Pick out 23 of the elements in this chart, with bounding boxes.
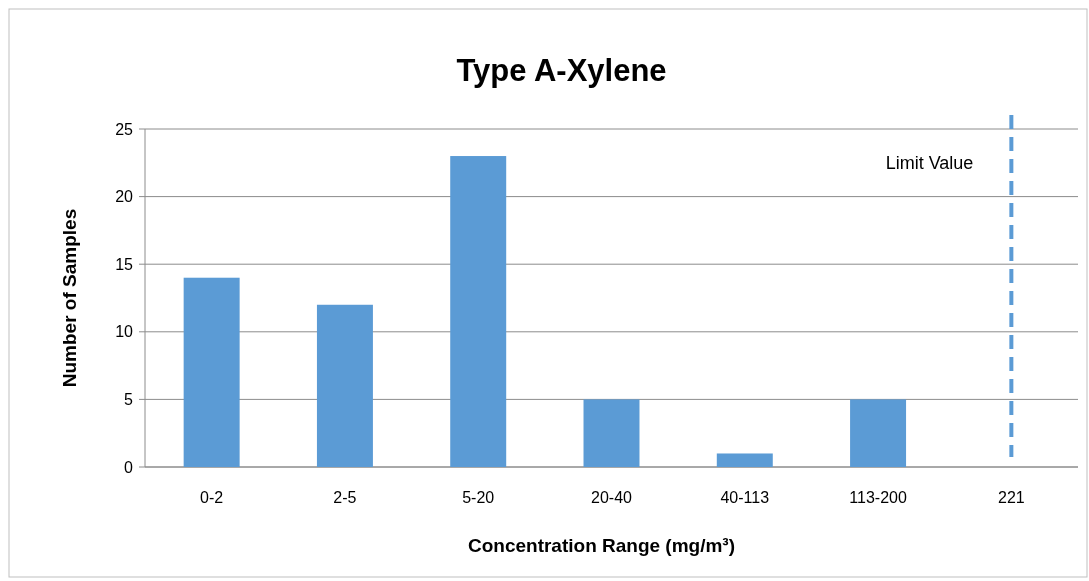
y-tick-label: 0 <box>124 458 134 476</box>
x-tick-label: 221 <box>998 489 1025 506</box>
x-tick-label: 2-5 <box>333 489 357 506</box>
bar <box>316 304 373 467</box>
chart-title: Type A-Xylene <box>456 53 667 88</box>
x-tick-label: 20-40 <box>591 489 633 506</box>
x-tick-label: 5-20 <box>462 489 495 506</box>
bar <box>716 453 773 467</box>
x-tick-label: 113-200 <box>849 489 907 506</box>
y-tick-label: 10 <box>115 323 134 341</box>
y-axis-title: Number of Samples <box>59 208 80 388</box>
y-tick-label: 5 <box>124 391 134 408</box>
x-axis-title: Concentration Range (mg/m³) <box>467 535 736 556</box>
bar <box>183 277 240 467</box>
y-tick-label: 15 <box>115 255 134 273</box>
x-tick-label: 40-113 <box>720 489 770 506</box>
bar <box>583 399 640 467</box>
y-tick-label: 25 <box>115 120 134 138</box>
y-tick-label: 20 <box>115 188 134 206</box>
bar <box>450 156 507 467</box>
ref-line-label: Limit Value <box>885 153 974 173</box>
x-tick-label: 0-2 <box>200 489 224 506</box>
bar <box>850 399 907 467</box>
